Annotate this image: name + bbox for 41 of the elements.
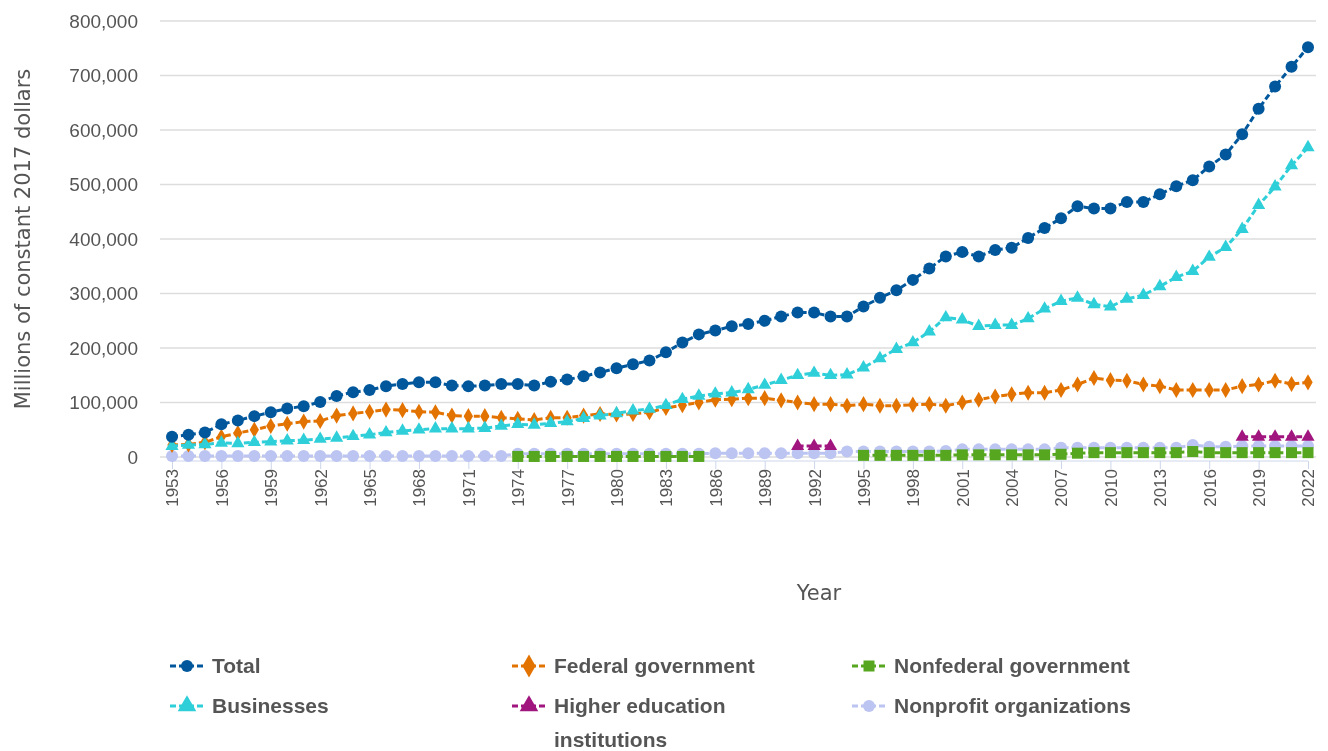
x-axis-title: Year bbox=[795, 581, 842, 605]
x-tick-label: 1998 bbox=[904, 469, 924, 507]
x-tick-label: 2013 bbox=[1151, 469, 1171, 507]
x-tick-label: 1959 bbox=[262, 469, 282, 507]
y-tick-label: 500,000 bbox=[69, 174, 138, 196]
x-tick-label: 1974 bbox=[509, 469, 529, 507]
x-tick-label: 1953 bbox=[163, 469, 183, 507]
x-tick-label: 1986 bbox=[706, 469, 726, 507]
x-tick-label: 1965 bbox=[361, 469, 381, 507]
x-tick-label: 1980 bbox=[607, 469, 627, 507]
x-tick-label: 2022 bbox=[1299, 469, 1319, 507]
legend-label: Federal government bbox=[554, 654, 755, 677]
x-tick-label: 1992 bbox=[805, 469, 825, 507]
x-tick-label: 2016 bbox=[1200, 469, 1220, 507]
x-tick-label: 1962 bbox=[311, 469, 331, 507]
x-tick-label: 2007 bbox=[1052, 469, 1072, 507]
x-tick-label: 1971 bbox=[459, 469, 479, 507]
y-tick-label: 300,000 bbox=[69, 283, 138, 305]
y-tick-label: 0 bbox=[127, 446, 138, 468]
y-tick-label: 400,000 bbox=[69, 228, 138, 250]
x-tick-label: 2001 bbox=[953, 469, 973, 507]
x-tick-label: 1983 bbox=[657, 469, 677, 507]
legend-label: Businesses bbox=[212, 694, 329, 717]
x-tick-label: 1977 bbox=[558, 469, 578, 507]
x-tick-label: 1989 bbox=[756, 469, 776, 507]
x-tick-label: 1968 bbox=[410, 469, 430, 507]
y-tick-label: 200,000 bbox=[69, 337, 138, 359]
y-axis-title: Millions of constant 2017 dollars bbox=[11, 68, 35, 410]
legend-label: Nonfederal government bbox=[894, 654, 1130, 677]
legend-label: Total bbox=[212, 654, 261, 677]
x-tick-label: 1995 bbox=[854, 469, 874, 507]
legend-label: Higher education institutions bbox=[554, 694, 726, 751]
y-tick-label: 800,000 bbox=[69, 10, 138, 32]
x-tick-label: 1956 bbox=[212, 469, 232, 507]
y-tick-label: 600,000 bbox=[69, 119, 138, 141]
y-tick-label: 700,000 bbox=[69, 65, 138, 87]
x-tick-label: 2019 bbox=[1250, 469, 1270, 507]
legend-label: Nonprofit organizations bbox=[894, 694, 1131, 717]
y-tick-label: 100,000 bbox=[69, 392, 138, 414]
x-tick-label: 2004 bbox=[1003, 469, 1023, 507]
x-tick-label: 2010 bbox=[1101, 469, 1121, 507]
